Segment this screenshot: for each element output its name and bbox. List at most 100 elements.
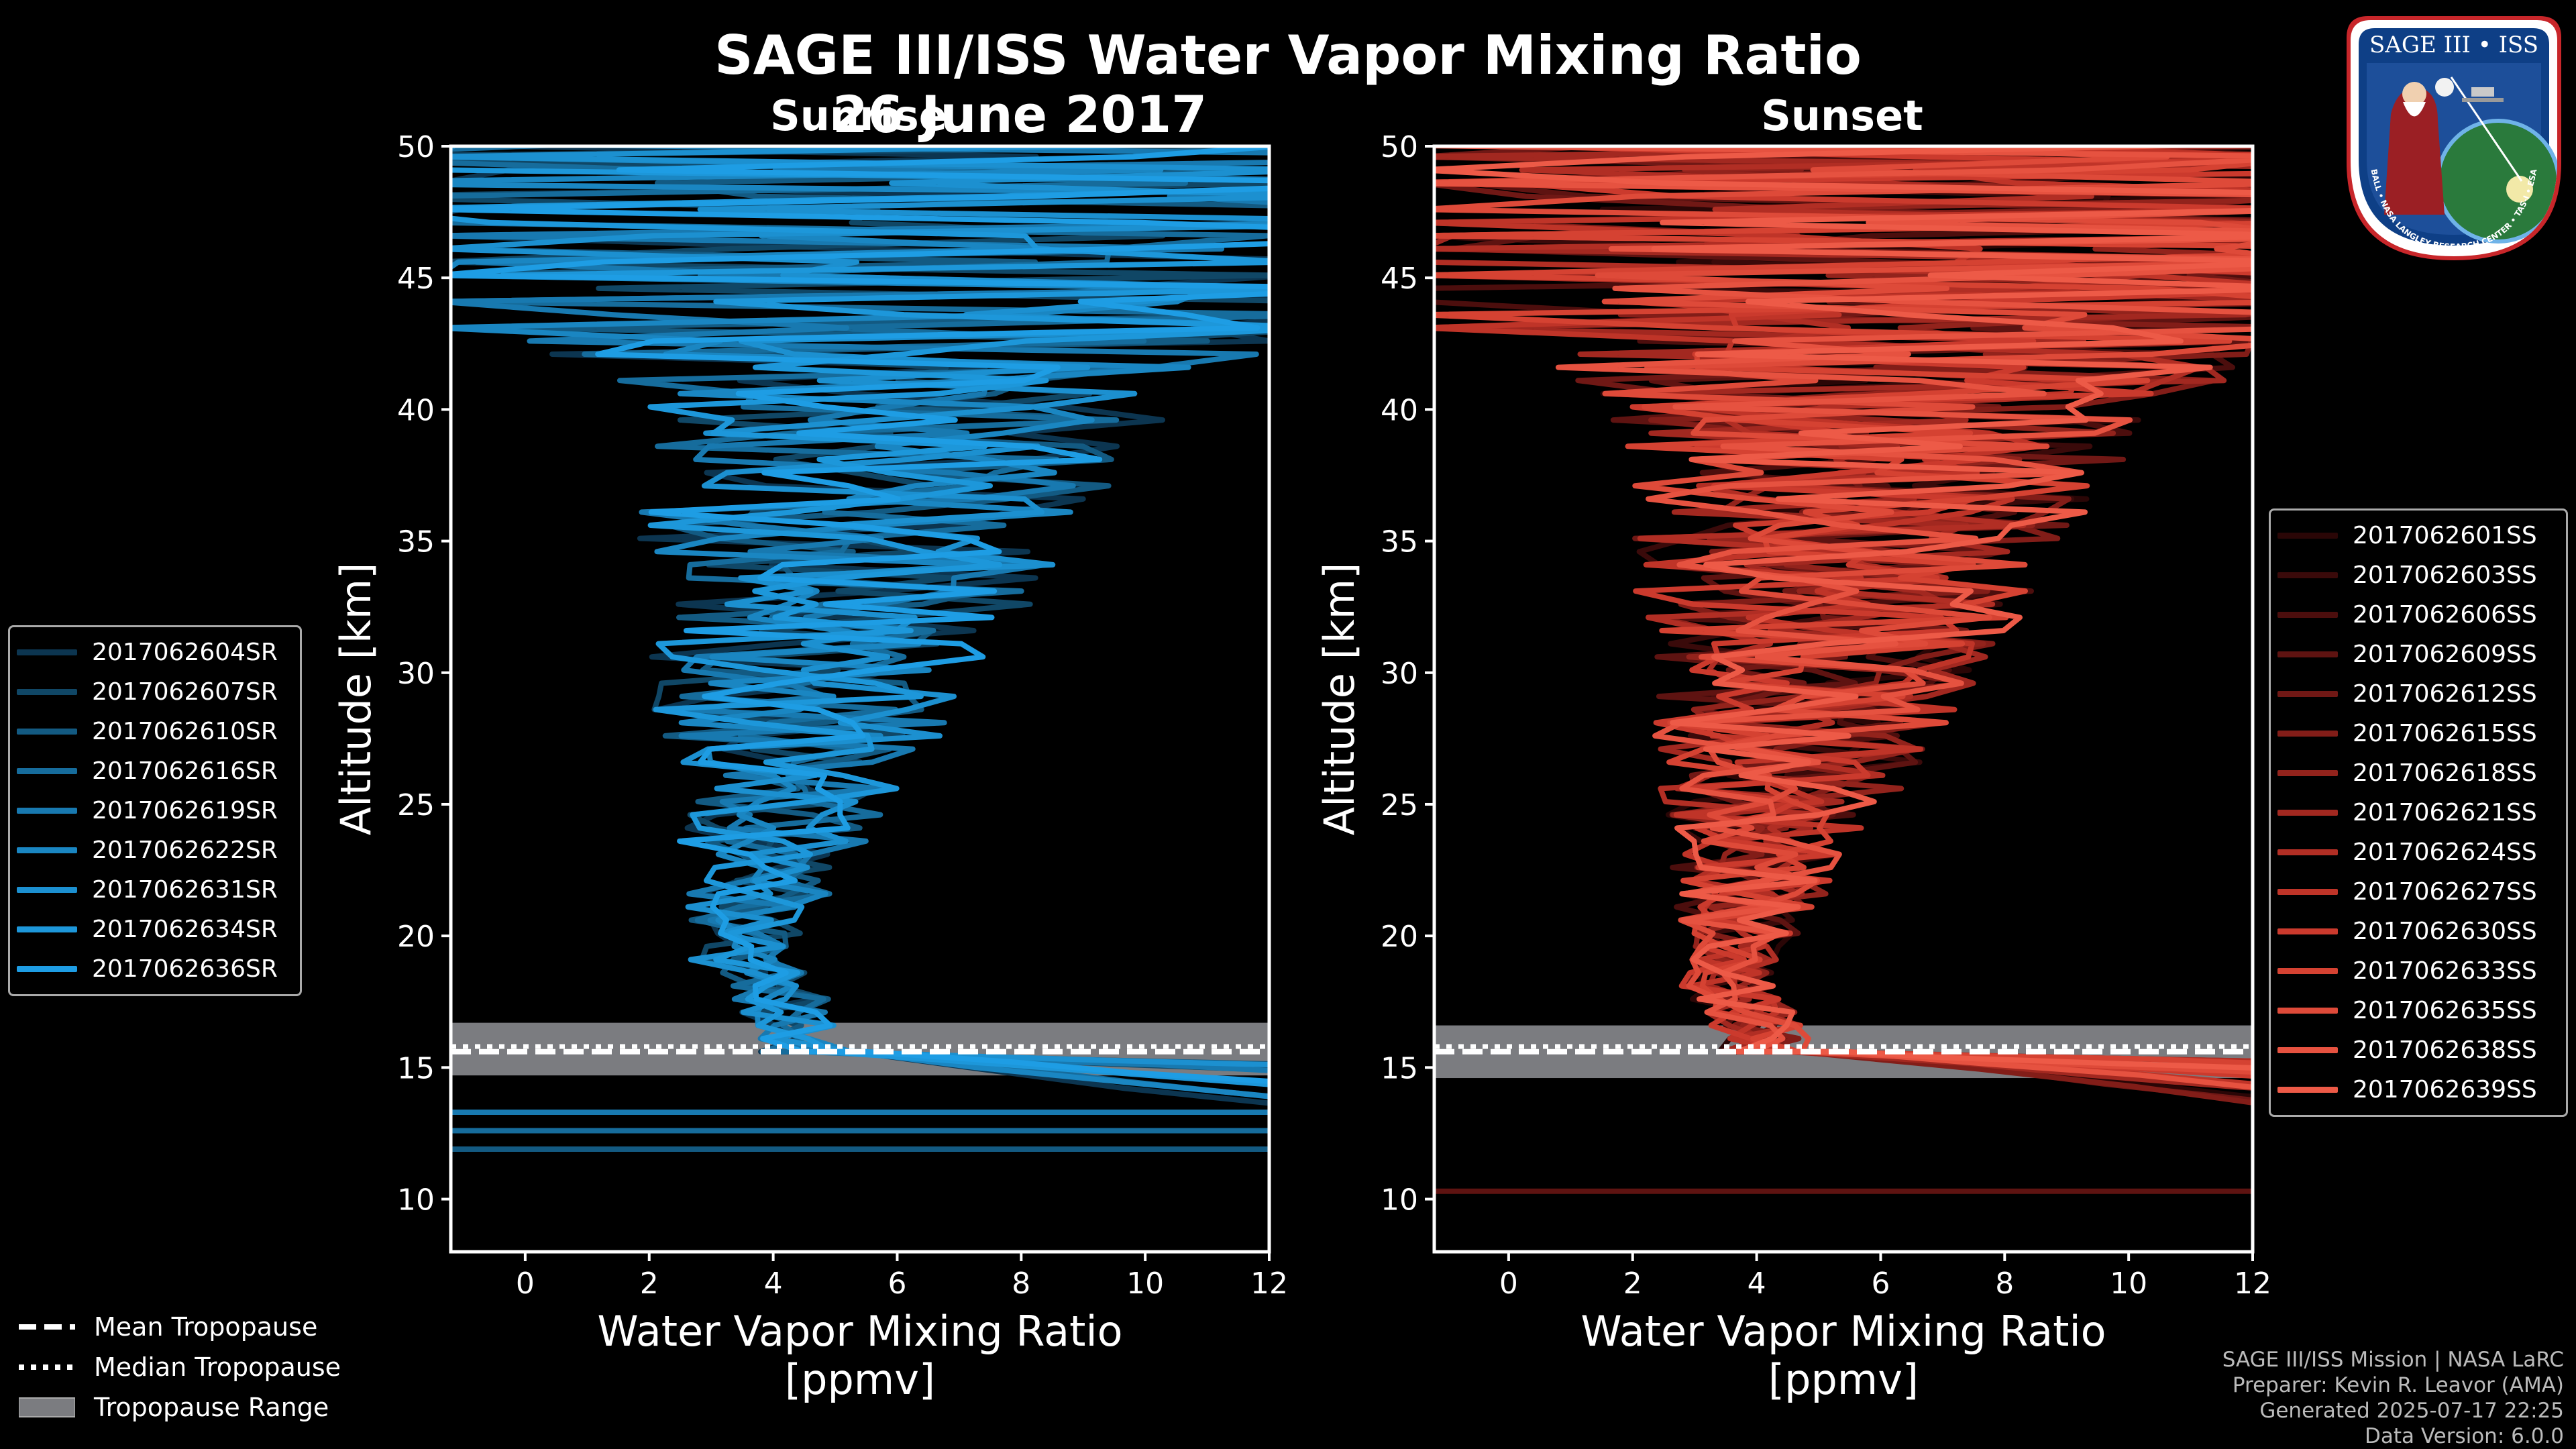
x-tick-label: 6 [1871, 1267, 1890, 1301]
legend-swatch [2277, 928, 2338, 934]
legend-swatch [17, 966, 77, 972]
legend-label: 2017062619SR [92, 797, 278, 824]
legend-swatch [2277, 968, 2338, 974]
credit-preparer: Preparer: Kevin R. Leavor (AMA) [2232, 1373, 2564, 1397]
series-line-2017062638SS [1434, 146, 2253, 1090]
tropopause-legend: Mean Tropopause Median Tropopause Tropop… [19, 1307, 341, 1428]
y-tick-label: 50 [1381, 130, 1418, 164]
legend-label: 2017062638SS [2353, 1036, 2537, 1064]
legend-swatch [17, 689, 77, 695]
y-tick-label: 20 [397, 920, 435, 954]
y-tick-label: 20 [1381, 920, 1418, 954]
svg-text:SAGE III • ISS: SAGE III • ISS [2369, 32, 2538, 58]
legend-item: 2017062624SS [2277, 833, 2559, 872]
legend-item: 2017062634SR [17, 910, 293, 949]
legend-item: 2017062615SS [2277, 714, 2559, 753]
credit-generated: Generated 2025-07-17 22:25 [2259, 1399, 2564, 1423]
sunset-panel-title: Sunset [1761, 91, 1923, 140]
credit-version: Data Version: 6.0.0 [2364, 1424, 2564, 1448]
legend-mean-tropopause: Mean Tropopause [19, 1307, 341, 1347]
x-axis-label: Water Vapor Mixing Ratio [597, 1307, 1122, 1356]
y-tick-label: 40 [1381, 393, 1418, 427]
y-tick-label: 35 [1381, 525, 1418, 559]
legend-item: 2017062627SS [2277, 872, 2559, 912]
legend-item: 2017062635SS [2277, 991, 2559, 1030]
credit-mission: SAGE III/ISS Mission | NASA LaRC [2222, 1348, 2564, 1372]
sage-iii-iss-logo-icon: SAGE III • ISS BALL • NASA LANGLEY RESEA… [2347, 16, 2561, 260]
legend-label: 2017062635SS [2353, 997, 2537, 1024]
x-tick-label: 4 [1748, 1267, 1766, 1301]
y-tick-label: 15 [1381, 1051, 1418, 1085]
x-tick-label: 2 [1623, 1267, 1642, 1301]
y-tick-label: 25 [397, 788, 435, 822]
legend-swatch [17, 649, 77, 655]
y-tick-label: 25 [1381, 788, 1418, 822]
legend-item: 2017062604SR [17, 633, 293, 672]
y-axis-label: Altitude [km] [331, 563, 380, 836]
plot-frame [1432, 144, 2255, 1254]
y-tick-label: 40 [397, 393, 435, 427]
legend-item: 2017062603SS [2277, 555, 2559, 595]
legend-item: 2017062618SS [2277, 753, 2559, 793]
legend-median-label: Median Tropopause [94, 1352, 341, 1382]
legend-label: 2017062612SS [2353, 680, 2537, 708]
legend-item: 2017062601SS [2277, 516, 2559, 555]
chart-title: SAGE III/ISS Water Vapor Mixing Ratio [714, 24, 1862, 87]
legend-swatch [17, 768, 77, 774]
legend-label: 2017062606SS [2353, 601, 2537, 629]
legend-item: 2017062609SS [2277, 635, 2559, 674]
panel-sunrise: 0 2 4 6 8 10 12 10 15 20 25 30 35 40 45 50 Water Vapor M… [331, 130, 1288, 1404]
legend-label: 2017062618SS [2353, 759, 2537, 787]
legend-label: 2017062636SR [92, 955, 278, 983]
x-tick-label: 10 [1126, 1267, 1164, 1301]
y-tick-label: 45 [397, 262, 435, 296]
legend-label: 2017062631SR [92, 876, 278, 904]
legend-swatch [17, 926, 77, 932]
x-tick-label: 10 [2110, 1267, 2147, 1301]
legend-item: 2017062630SS [2277, 912, 2559, 951]
legend-item: 2017062621SS [2277, 793, 2559, 833]
x-tick-label: 6 [888, 1267, 906, 1301]
y-tick-label: 30 [397, 657, 435, 691]
x-tick-label: 0 [1499, 1267, 1518, 1301]
legend-item: 2017062639SS [2277, 1070, 2559, 1110]
profile-lines [1434, 146, 2253, 1194]
legend-label: 2017062603SS [2353, 561, 2537, 589]
y-tick-label: 15 [397, 1051, 435, 1085]
legend-label: 2017062627SS [2353, 878, 2537, 906]
legend-label: 2017062621SS [2353, 799, 2537, 826]
range-box-icon [19, 1397, 75, 1417]
legend-label: 2017062607SR [92, 678, 278, 706]
legend-label: 2017062601SS [2353, 522, 2537, 549]
panel-sunset: 0 2 4 6 8 10 12 10 15 20 25 30 35 40 45 50 Water Vapor M… [1315, 130, 2271, 1404]
legend-swatch [17, 887, 77, 893]
sunrise-legend: 2017062604SR 2017062607SR 2017062610SR 2017… [8, 625, 302, 996]
y-tick-label: 10 [397, 1183, 435, 1218]
legend-swatch [17, 808, 77, 814]
legend-swatch [2277, 1047, 2338, 1053]
x-axis-label: Water Vapor Mixing Ratio [1580, 1307, 2106, 1356]
x-tick-label: 4 [764, 1267, 783, 1301]
legend-swatch [2277, 691, 2338, 697]
legend-swatch [2277, 731, 2338, 737]
y-tick-label: 30 [1381, 657, 1418, 691]
legend-item: 2017062633SS [2277, 951, 2559, 991]
chart-date: 26 June 2017 [832, 85, 1208, 144]
legend-swatch [2277, 849, 2338, 855]
legend-swatch [2277, 1087, 2338, 1093]
legend-item: 2017062631SR [17, 870, 293, 910]
profile-lines [451, 146, 1269, 1152]
legend-swatch [17, 729, 77, 735]
legend-label: 2017062609SS [2353, 641, 2537, 668]
legend-swatch [2277, 1008, 2338, 1014]
legend-item: 2017062616SR [17, 751, 293, 791]
legend-swatch [2277, 533, 2338, 539]
sunset-legend: 2017062601SS 2017062603SS 2017062606SS 2017… [2269, 508, 2568, 1117]
y-tick-label: 45 [1381, 262, 1418, 296]
legend-range-label: Tropopause Range [94, 1393, 329, 1422]
legend-label: 2017062633SS [2353, 957, 2537, 985]
legend-label: 2017062615SS [2353, 720, 2537, 747]
x-axis-label: [ppmv] [785, 1355, 935, 1404]
y-tick-label: 50 [397, 130, 435, 164]
y-axis-label: Altitude [km] [1315, 563, 1364, 836]
